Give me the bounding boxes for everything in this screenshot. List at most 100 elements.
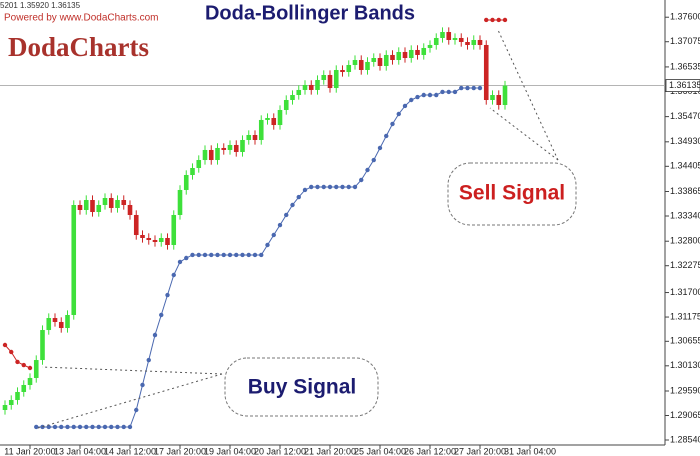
candle-body	[490, 95, 495, 101]
candle-body	[202, 149, 208, 161]
indicator-dot	[471, 85, 476, 91]
candle-body	[240, 139, 245, 152]
candle-body	[27, 377, 33, 385]
candle-body	[377, 58, 383, 66]
candle-body	[483, 44, 489, 101]
x-tick-label: 13 Jan 04:00	[54, 446, 106, 456]
candle-body	[177, 189, 183, 215]
candle-body	[252, 135, 258, 140]
indicator-dot	[77, 424, 83, 430]
indicator-dot	[334, 184, 339, 190]
indicator-dot	[71, 424, 76, 430]
candle-body	[227, 144, 233, 150]
candle-body	[265, 118, 270, 120]
candle-body	[183, 174, 189, 190]
indicator-dot	[421, 92, 426, 98]
indicator-dot	[315, 184, 320, 190]
indicator-dot	[21, 362, 26, 368]
arrow	[497, 29, 559, 161]
indicator-dot	[190, 252, 195, 258]
candle-body	[165, 237, 170, 245]
candle-body	[327, 74, 333, 89]
candle-body	[146, 237, 152, 240]
candle-body	[215, 147, 220, 161]
indicator-dot	[127, 424, 133, 430]
candle-body	[446, 32, 452, 40]
candle-body	[115, 200, 120, 208]
chart-title: Doda-Bollinger Bands	[205, 2, 415, 24]
indicator-dot	[402, 103, 408, 109]
x-tick-label: 27 Jan 20:00	[454, 446, 506, 456]
indicator-dot	[84, 424, 89, 430]
annotation-arrows	[37, 29, 559, 429]
last-price-tag: 1.36135	[665, 79, 700, 92]
candle-body	[171, 214, 177, 245]
candle-body	[158, 237, 164, 243]
indicator-dot	[102, 424, 108, 430]
candle-body	[277, 109, 283, 126]
candle-body	[308, 84, 314, 90]
candle-body	[408, 49, 414, 59]
candle-body	[302, 84, 308, 90]
candle-body	[8, 400, 14, 406]
indicator-dot	[477, 85, 483, 91]
indicator-dot	[415, 94, 420, 100]
candle-body	[333, 69, 339, 89]
candle-body	[471, 39, 477, 45]
indicator-dot	[15, 359, 20, 365]
indicator-dot	[177, 259, 183, 265]
candle-body	[233, 144, 239, 152]
candle-body	[46, 318, 52, 331]
indicator-dot	[440, 89, 445, 95]
candle-body	[340, 69, 345, 73]
candle-body	[71, 205, 77, 315]
indicator-dot	[452, 89, 458, 95]
indicator-dot	[390, 121, 395, 127]
indicator-dot	[371, 157, 376, 163]
indicator-dot	[46, 424, 51, 430]
candle-body	[321, 74, 327, 80]
candle-body	[77, 205, 83, 210]
candle-body	[440, 32, 445, 38]
indicator-dot	[259, 252, 264, 258]
logo: DodaCharts	[8, 32, 149, 62]
indicator-dot	[396, 111, 401, 117]
candle-body	[52, 318, 58, 322]
indicator-dot	[65, 424, 70, 430]
indicator-dot	[146, 357, 151, 363]
indicator-dot	[221, 252, 226, 258]
indicator-dot	[290, 202, 295, 208]
candle-body	[15, 391, 20, 401]
y-tick-label: 1.37600	[670, 12, 700, 22]
indicator-dot	[34, 424, 39, 430]
y-tick-label: 1.29065	[670, 410, 700, 420]
indicator-dot	[302, 187, 308, 193]
indicator-dot	[484, 17, 489, 23]
indicator-dot	[284, 212, 289, 218]
indicator-dot	[215, 252, 220, 258]
candle-body	[433, 37, 439, 45]
candle-body	[465, 41, 470, 45]
candle-body	[383, 54, 389, 66]
x-tick-label: 25 Jan 04:00	[354, 446, 406, 456]
indicator-dot	[159, 312, 164, 318]
candle-body	[402, 51, 408, 59]
candle-body	[221, 147, 227, 150]
y-tick-label: 1.33340	[670, 210, 700, 220]
indicator-dot	[446, 89, 451, 95]
candle-body	[296, 89, 302, 96]
indicator-dot	[165, 292, 170, 298]
indicator-dot	[59, 424, 64, 430]
y-tick-label: 1.31700	[670, 287, 700, 297]
indicator-dot	[277, 222, 283, 228]
indicator-dot	[352, 184, 358, 190]
y-tick-label: 1.30130	[670, 360, 700, 370]
candle-body	[452, 37, 458, 40]
candle-body	[290, 95, 295, 101]
y-tick-label: 1.29590	[670, 385, 700, 395]
indicator-dot	[90, 424, 95, 430]
indicator-dot	[309, 184, 314, 190]
indicator-dot	[96, 424, 101, 430]
y-tick-label: 1.33865	[670, 186, 700, 196]
candle-body	[83, 200, 89, 210]
